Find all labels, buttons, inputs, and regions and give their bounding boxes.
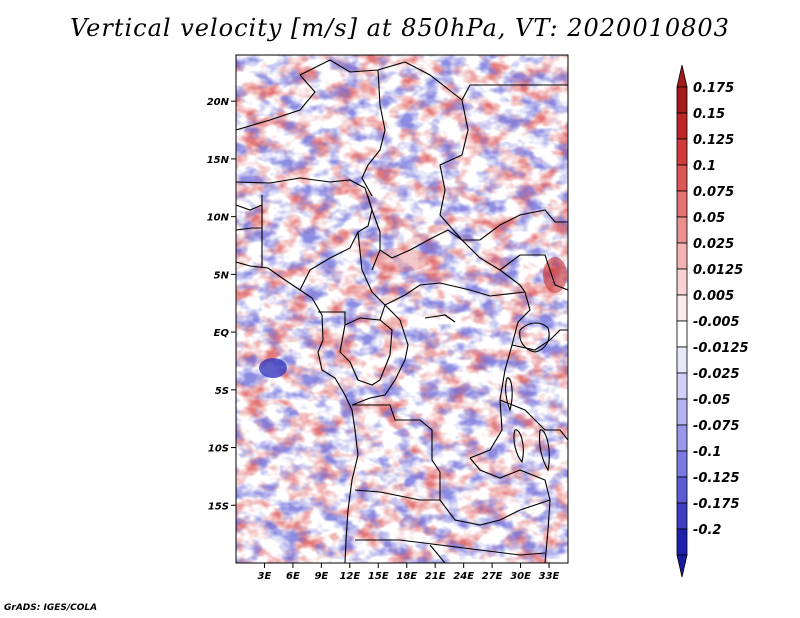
lon-tick-label: 21E [425, 571, 446, 582]
colorbar-swatch [676, 346, 688, 374]
political-borders [236, 59, 568, 563]
lon-tick-label: 15E [368, 571, 389, 582]
colorbar-level-label: -0.1 [693, 445, 721, 460]
colorbar-swatch [676, 450, 688, 478]
colorbar-level-label: 0.05 [693, 211, 725, 226]
colorbar-swatch [676, 138, 688, 166]
longitude-axis: 3E 6E 9E 12E 15E 18E 21E 24E 27E 30E 33E [258, 563, 560, 582]
colorbar: 0.175 0.15 0.125 0.1 0.075 0.05 0.025 0.0125 0.0… [676, 64, 749, 578]
colorbar-swatch [676, 164, 688, 192]
map-title: Vertical velocity [m/s] at 850hPa, VT: 2… [70, 14, 730, 42]
colorbar-level-label: 0.0125 [693, 263, 743, 278]
negative-field [236, 55, 568, 563]
lat-tick-label: EQ [214, 328, 230, 339]
lat-tick-label: 15S [208, 501, 229, 512]
colorbar-swatch [676, 502, 688, 530]
lon-tick-label: 18E [396, 571, 417, 582]
colorbar-level-label: -0.005 [693, 315, 740, 330]
colorbar-swatch [676, 112, 688, 140]
colorbar-level-label: 0.005 [693, 289, 734, 304]
colorbar-swatch [676, 242, 688, 270]
colorbar-level-label: -0.125 [693, 471, 740, 486]
colorbar-swatch [676, 476, 688, 504]
colorbar-swatch [676, 216, 688, 244]
colorbar-top-arrow [676, 64, 688, 88]
colorbar-level-label: -0.075 [693, 419, 740, 434]
colorbar-bottom-arrow [676, 554, 688, 578]
lon-tick-label: 12E [339, 571, 360, 582]
lon-tick-label: 33E [539, 571, 560, 582]
lon-tick-label: 27E [482, 571, 503, 582]
colorbar-level-label: -0.025 [693, 367, 740, 382]
colorbar-swatch [676, 86, 688, 114]
latitude-axis: 20N 15N 10N 5N EQ 5S 10S 15S [207, 97, 236, 512]
strong-downdraft-region [259, 358, 287, 378]
colorbar-swatch [676, 190, 688, 218]
colorbar-level-label: 0.15 [693, 107, 725, 122]
colorbar-level-label: 0.075 [693, 185, 734, 200]
lat-tick-label: 5S [215, 386, 229, 397]
lat-tick-label: 10N [207, 213, 230, 224]
colorbar-swatch [676, 320, 688, 348]
lon-tick-label: 9E [314, 571, 328, 582]
map-frame [235, 54, 569, 564]
colorbar-swatch [676, 268, 688, 296]
lon-tick-label: 6E [286, 571, 300, 582]
lakes [424, 314, 550, 472]
lon-tick-label: 24E [453, 571, 474, 582]
lat-tick-label: 10S [208, 444, 229, 455]
strong-updraft-region [543, 257, 567, 293]
colorbar-level-label: -0.2 [693, 523, 721, 538]
lat-tick-label: 15N [207, 155, 230, 166]
grads-credit: GrADS: IGES/COLA [4, 603, 98, 613]
colorbar-swatch [676, 398, 688, 426]
lat-tick-label: 5N [214, 270, 230, 281]
colorbar-swatch [676, 372, 688, 400]
map-plot-area [236, 55, 568, 563]
colorbar-swatch [676, 424, 688, 452]
colorbar-level-label: 0.1 [693, 159, 716, 174]
colorbar-level-label: -0.0125 [693, 341, 749, 356]
lon-tick-label: 3E [258, 571, 272, 582]
colorbar-level-label: 0.125 [693, 133, 734, 148]
lat-tick-label: 20N [207, 97, 230, 108]
colorbar-level-label: 0.175 [693, 81, 734, 96]
colorbar-level-label: -0.175 [693, 497, 740, 512]
colorbar-level-label: 0.025 [693, 237, 734, 252]
colorbar-level-label: -0.05 [693, 393, 730, 408]
lon-tick-label: 30E [510, 571, 531, 582]
colorbar-swatch [676, 294, 688, 322]
colorbar-swatch [676, 528, 688, 556]
updraft-band [370, 248, 430, 272]
